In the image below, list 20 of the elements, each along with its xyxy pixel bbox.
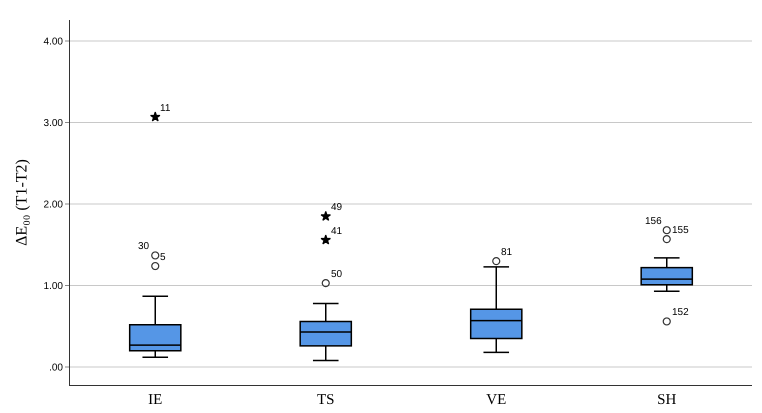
annotation: 30	[138, 241, 150, 252]
annotation: 152	[672, 307, 690, 318]
x-tick-label: SH	[657, 392, 676, 408]
annotation: 50	[331, 269, 343, 280]
annotation: 11	[160, 103, 171, 114]
y-tick-label: 3.00	[44, 118, 64, 130]
x-tick-label: IE	[148, 392, 162, 408]
annotation: 81	[501, 247, 513, 258]
y-tick-label: 4.00	[44, 36, 64, 48]
y-tick-label: .00	[49, 362, 64, 374]
x-tick-label: VE	[486, 392, 506, 408]
annotation: 49	[331, 202, 343, 213]
annotation: 156	[645, 216, 662, 227]
annotation: 155	[672, 225, 690, 236]
y-tick-label: 1.00	[44, 281, 64, 292]
x-tick-label: TS	[316, 392, 335, 408]
y-axis-title: ΔE₀₀ (T1-T2)	[13, 159, 30, 246]
annotation: 41	[331, 226, 343, 237]
annotation: 5	[160, 252, 166, 263]
y-tick-label: 2.00	[44, 200, 64, 211]
